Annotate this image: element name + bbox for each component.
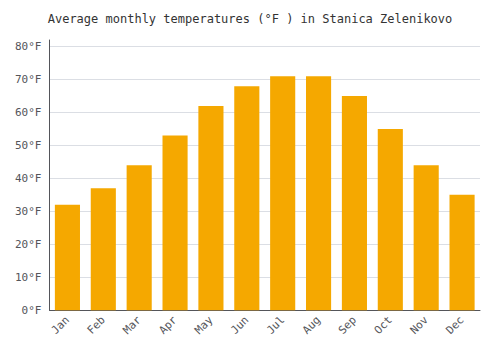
svg-text:60°F: 60°F — [15, 106, 42, 119]
svg-text:0°F: 0°F — [22, 304, 42, 317]
svg-text:Oct: Oct — [372, 314, 395, 337]
svg-text:80°F: 80°F — [15, 40, 42, 53]
svg-text:Feb: Feb — [85, 314, 108, 337]
svg-text:70°F: 70°F — [15, 73, 42, 86]
svg-text:Mar: Mar — [121, 313, 144, 336]
svg-text:Jun: Jun — [228, 314, 251, 337]
svg-text:Apr: Apr — [156, 313, 179, 336]
svg-text:10°F: 10°F — [15, 271, 42, 284]
svg-text:Jul: Jul — [264, 314, 287, 337]
svg-text:20°F: 20°F — [15, 238, 42, 251]
svg-text:Jan: Jan — [49, 314, 72, 337]
svg-text:Average monthly temperatures (: Average monthly temperatures (°F ) in St… — [48, 12, 453, 26]
svg-text:Aug: Aug — [300, 314, 323, 337]
svg-text:Sep: Sep — [336, 314, 359, 337]
svg-text:50°F: 50°F — [15, 139, 42, 152]
svg-text:Nov: Nov — [408, 313, 431, 336]
svg-text:30°F: 30°F — [15, 205, 42, 218]
svg-text:May: May — [192, 313, 215, 336]
svg-text:Dec: Dec — [443, 314, 466, 337]
svg-text:40°F: 40°F — [15, 172, 42, 185]
